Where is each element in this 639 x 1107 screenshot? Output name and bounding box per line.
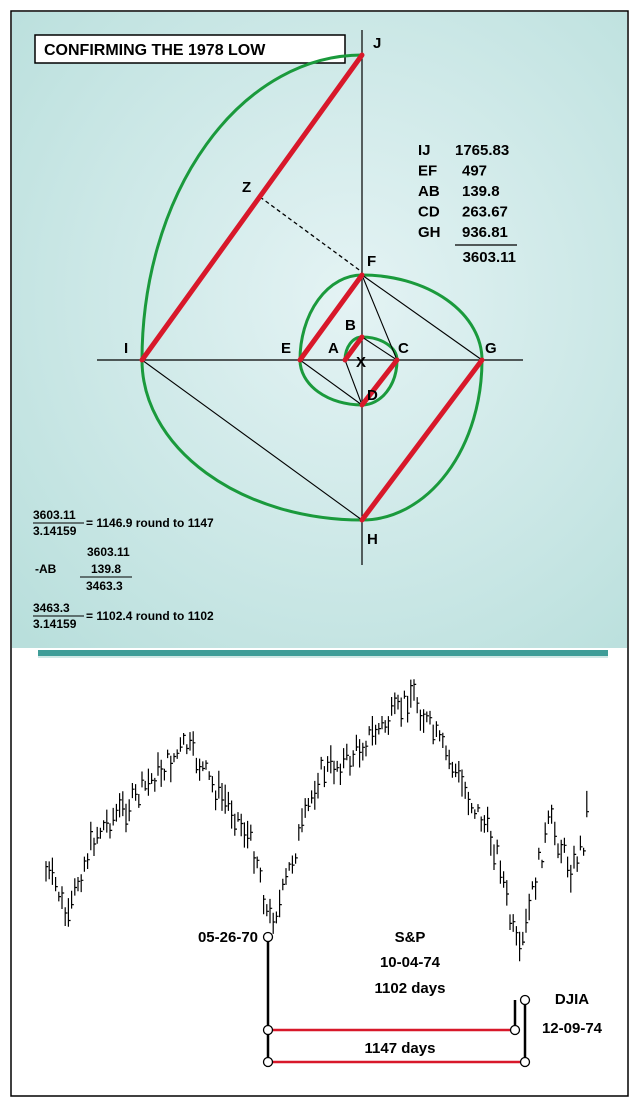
formula-text: 3463.3 <box>86 579 123 593</box>
annotation: 12-09-74 <box>542 1020 603 1037</box>
separator <box>38 650 608 656</box>
formula-text: = 1102.4 round to 1102 <box>86 609 214 623</box>
point-label: H <box>367 531 378 548</box>
point-label: G <box>485 340 497 357</box>
annotation: DJIA <box>555 991 589 1008</box>
point-label: X <box>356 354 366 371</box>
construction-lines <box>141 274 483 521</box>
annotation: S&P <box>395 929 426 946</box>
annotation: 05-26-70 <box>198 929 258 946</box>
point-label: I <box>124 340 128 357</box>
z-dashed-line <box>259 196 363 273</box>
spiral <box>140 53 484 522</box>
table-key: GH <box>418 224 441 241</box>
table-value: 139.8 <box>462 183 500 200</box>
formula-text: 3.14159 <box>33 617 77 631</box>
price-bars <box>45 679 589 962</box>
formula-text: = 1146.9 round to 1147 <box>86 516 214 530</box>
formula-text: 3.14159 <box>33 524 77 538</box>
point-label: F <box>367 253 376 270</box>
table-key: CD <box>418 204 440 221</box>
title: CONFIRMING THE 1978 LOW <box>44 42 266 59</box>
point-label: A <box>328 340 339 357</box>
table-value: 497 <box>462 163 487 180</box>
annotation: 10-04-74 <box>380 954 441 971</box>
point-label: J <box>373 35 381 52</box>
table-key: AB <box>418 183 440 200</box>
table-key: IJ <box>418 142 431 159</box>
red-segments <box>139 52 485 523</box>
point-label: E <box>281 340 291 357</box>
price-bar-path <box>45 679 589 962</box>
point-label: B <box>345 317 356 334</box>
formula-text: 3603.11 <box>33 508 76 522</box>
formula-text: 3463.3 <box>33 601 70 615</box>
annotation: 1102 days <box>375 980 446 997</box>
table-value: 263.67 <box>462 204 508 221</box>
table-total: 3603.11 <box>463 249 516 266</box>
table-key: EF <box>418 163 437 180</box>
separator-shadow <box>38 656 608 658</box>
formula-text: 3603.11 <box>87 545 130 559</box>
table-value: 1765.83 <box>455 142 509 159</box>
point-label: Z <box>242 179 251 196</box>
measurement <box>262 931 531 1068</box>
formula-text: 139.8 <box>91 562 121 576</box>
point-label: C <box>398 340 409 357</box>
length-table: IJ 1765.83 EF 497 AB 139.8 CD 263.67 GH 936.81 <box>418 142 509 241</box>
annotation: 1147 days <box>365 1040 436 1057</box>
title-box <box>34 34 346 64</box>
formula-text: -AB <box>35 562 57 576</box>
point-label: D <box>367 387 378 404</box>
table-value: 936.81 <box>462 224 508 241</box>
